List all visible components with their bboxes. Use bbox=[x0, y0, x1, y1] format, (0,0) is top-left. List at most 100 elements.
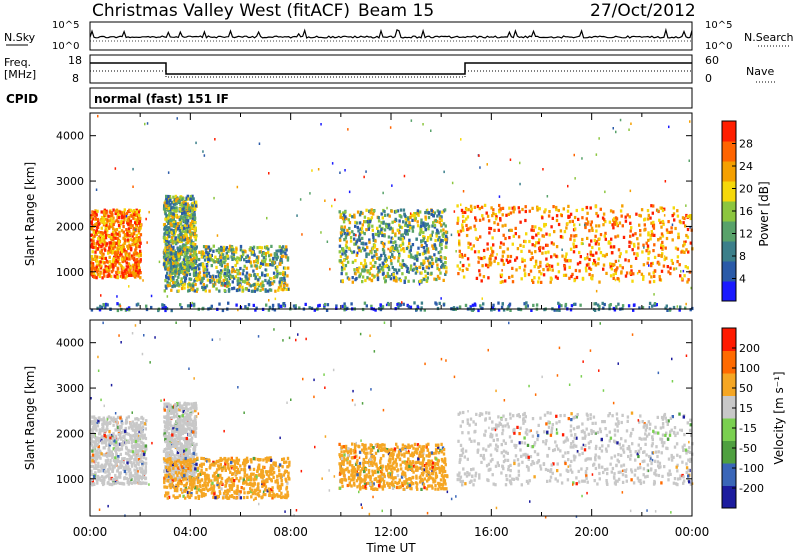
echo-cell bbox=[485, 211, 488, 215]
echo-cell bbox=[523, 268, 526, 272]
echo-cell bbox=[207, 260, 210, 264]
echo-cell bbox=[105, 302, 108, 306]
echo-cell bbox=[339, 215, 342, 219]
echo-cell bbox=[586, 222, 589, 226]
echo-cell bbox=[614, 271, 617, 275]
echo-cell bbox=[111, 251, 114, 255]
echo-cell bbox=[563, 230, 567, 234]
echo-cell bbox=[215, 249, 218, 253]
echo-cell bbox=[531, 225, 534, 229]
echo-cell bbox=[604, 237, 607, 241]
echo-cell bbox=[209, 274, 212, 279]
echo-cell bbox=[501, 206, 505, 210]
echo-cell bbox=[385, 225, 388, 229]
echo-cell bbox=[98, 238, 102, 242]
echo-cell bbox=[184, 277, 188, 281]
echo-cell bbox=[611, 262, 614, 266]
colorbar-segment bbox=[722, 261, 736, 282]
freq-tick-high: 18 bbox=[68, 54, 82, 67]
echo-cell bbox=[387, 255, 391, 259]
echo-cell bbox=[217, 247, 221, 251]
echo-cell bbox=[139, 226, 142, 230]
echo-cell bbox=[98, 454, 101, 458]
echo-cell bbox=[181, 404, 184, 408]
echo-cell bbox=[169, 198, 172, 202]
echo-cell bbox=[672, 305, 676, 310]
echo-cell bbox=[647, 233, 650, 237]
echo-cell bbox=[117, 433, 120, 437]
echo-cell bbox=[425, 210, 429, 214]
echo-cell bbox=[346, 306, 349, 310]
echo-cell bbox=[90, 255, 94, 259]
echo-cell bbox=[129, 219, 133, 223]
echo-cell bbox=[418, 265, 421, 269]
echo-cell bbox=[378, 231, 381, 235]
echo-cell bbox=[193, 228, 196, 232]
echo-cell bbox=[171, 269, 175, 273]
echo-cell bbox=[118, 262, 121, 266]
echo-cell bbox=[133, 464, 137, 468]
echo-cell bbox=[138, 430, 141, 434]
echo-cell bbox=[588, 243, 591, 247]
echo-cell bbox=[127, 227, 131, 231]
echo-cell bbox=[407, 279, 410, 283]
echo-cell bbox=[183, 273, 187, 277]
echo-cell bbox=[166, 280, 169, 284]
echo-cell bbox=[110, 450, 113, 454]
echo-cell bbox=[141, 425, 145, 429]
echo-cell bbox=[371, 255, 374, 259]
echo-cell bbox=[548, 233, 551, 237]
echo-cell bbox=[380, 212, 383, 216]
echo-cell bbox=[282, 270, 285, 274]
echo-cell bbox=[97, 439, 100, 443]
echo-cell bbox=[181, 263, 184, 267]
echo-cell bbox=[163, 289, 166, 293]
echo-cell bbox=[489, 227, 493, 231]
echo-cell bbox=[173, 261, 176, 265]
echo-cell bbox=[488, 231, 491, 235]
echo-cell bbox=[435, 247, 438, 251]
echo-cell bbox=[372, 258, 375, 262]
echo-cell bbox=[610, 237, 613, 241]
echo-cell bbox=[374, 239, 377, 243]
echo-cell bbox=[121, 421, 124, 426]
echo-cell bbox=[122, 275, 125, 279]
echo-cell bbox=[193, 289, 196, 293]
echo-cell bbox=[193, 259, 196, 263]
echo-cell bbox=[657, 238, 660, 242]
echo-cell bbox=[167, 274, 171, 278]
echo-cell bbox=[223, 275, 227, 279]
nave-tick-low: 0 bbox=[705, 72, 712, 85]
echo-cell bbox=[164, 284, 167, 288]
echo-cell bbox=[94, 457, 97, 461]
echo-cell bbox=[409, 245, 413, 249]
echo-cell bbox=[282, 266, 286, 270]
echo-cell bbox=[651, 261, 654, 265]
echo-cell bbox=[618, 255, 621, 259]
echo-cell bbox=[191, 301, 193, 305]
echo-cell bbox=[282, 284, 286, 288]
echo-cell bbox=[574, 268, 578, 273]
echo-cell bbox=[365, 170, 367, 173]
echo-cell bbox=[117, 220, 120, 224]
echo-cell bbox=[119, 274, 123, 278]
echo-cell bbox=[511, 280, 515, 284]
echo-cell bbox=[173, 264, 176, 268]
echo-cell bbox=[127, 432, 130, 436]
echo-cell bbox=[269, 253, 273, 257]
echo-cell bbox=[111, 452, 114, 457]
echo-cell bbox=[466, 257, 470, 261]
echo-cell bbox=[481, 214, 484, 218]
echo-cell bbox=[109, 460, 112, 465]
echo-cell bbox=[482, 248, 486, 253]
echo-cell bbox=[95, 419, 99, 423]
echo-cell bbox=[504, 223, 507, 227]
echo-cell bbox=[101, 276, 104, 280]
echo-cell bbox=[140, 477, 144, 481]
echo-cell bbox=[586, 256, 589, 260]
echo-cell bbox=[380, 267, 383, 271]
echo-cell bbox=[420, 306, 423, 310]
echo-cell bbox=[266, 216, 268, 220]
echo-cell bbox=[150, 294, 153, 298]
echo-cell bbox=[331, 162, 334, 165]
